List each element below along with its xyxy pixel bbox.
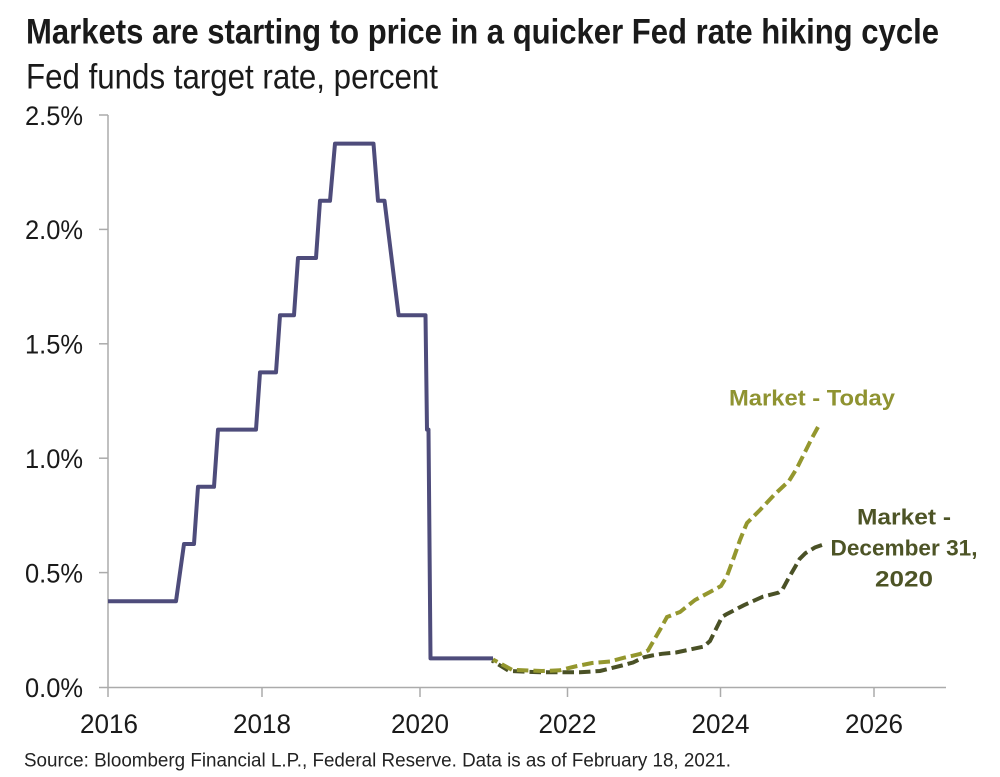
svg-text:2016: 2016 [80, 709, 138, 739]
svg-text:1.5%: 1.5% [25, 330, 83, 360]
svg-text:Source: Bloomberg Financial L.: Source: Bloomberg Financial L.P., Federa… [24, 751, 731, 772]
svg-text:2026: 2026 [845, 709, 903, 739]
svg-text:Fed funds target rate, percent: Fed funds target rate, percent [26, 58, 438, 97]
svg-text:2020: 2020 [391, 709, 449, 739]
svg-text:1.0%: 1.0% [25, 444, 83, 474]
svg-text:2020: 2020 [875, 567, 933, 592]
svg-text:2.0%: 2.0% [25, 215, 83, 245]
svg-text:2024: 2024 [692, 709, 750, 739]
svg-text:Market - Today: Market - Today [729, 386, 896, 411]
svg-text:0.5%: 0.5% [25, 558, 83, 588]
svg-text:2018: 2018 [233, 709, 291, 739]
svg-text:Markets are starting to price: Markets are starting to price in a quick… [26, 13, 939, 52]
svg-text:Market -: Market - [857, 505, 951, 530]
svg-text:2.5%: 2.5% [25, 101, 83, 131]
svg-text:0.0%: 0.0% [25, 673, 83, 703]
svg-text:2022: 2022 [539, 709, 597, 739]
svg-text:December 31,: December 31, [831, 536, 978, 561]
